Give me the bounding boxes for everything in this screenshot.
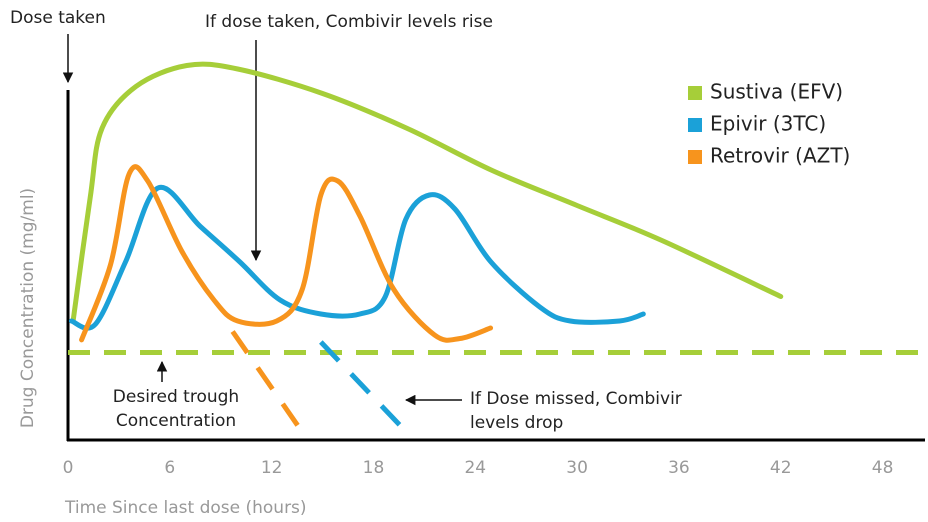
annotation: If Dose missed, Combivir	[470, 389, 682, 409]
x-tick-label: 30	[566, 458, 588, 478]
legend-label: Retrovir (AZT)	[710, 144, 850, 168]
annotation: levels drop	[470, 413, 563, 433]
legend-swatch	[688, 150, 702, 164]
series-line	[79, 164, 494, 343]
x-tick-label: 12	[261, 458, 283, 478]
series-line	[70, 61, 784, 324]
annotation: Dose taken	[10, 8, 106, 28]
annotation: Concentration	[116, 411, 236, 431]
x-tick-label: 6	[164, 458, 175, 478]
x-tick-label: 0	[63, 458, 74, 478]
x-tick-label: 42	[770, 458, 792, 478]
series-line	[68, 184, 646, 331]
x-axis-label: Time Since last dose (hours)	[64, 498, 307, 518]
x-tick-label: 48	[872, 458, 894, 478]
annotation: Desired trough	[113, 387, 239, 407]
missed-dose-line	[319, 340, 403, 428]
x-tick-label: 18	[363, 458, 385, 478]
legend-label: Sustiva (EFV)	[710, 80, 843, 104]
legend-swatch	[688, 118, 702, 132]
annotation: If dose taken, Combivir levels rise	[205, 12, 493, 32]
x-tick-label: 24	[464, 458, 486, 478]
missed-dose-line	[230, 330, 303, 431]
y-axis-label: Drug Concentration (mg/ml)	[18, 188, 38, 428]
legend-swatch	[688, 86, 702, 100]
legend-label: Epivir (3TC)	[710, 112, 826, 136]
x-tick-label: 36	[668, 458, 690, 478]
